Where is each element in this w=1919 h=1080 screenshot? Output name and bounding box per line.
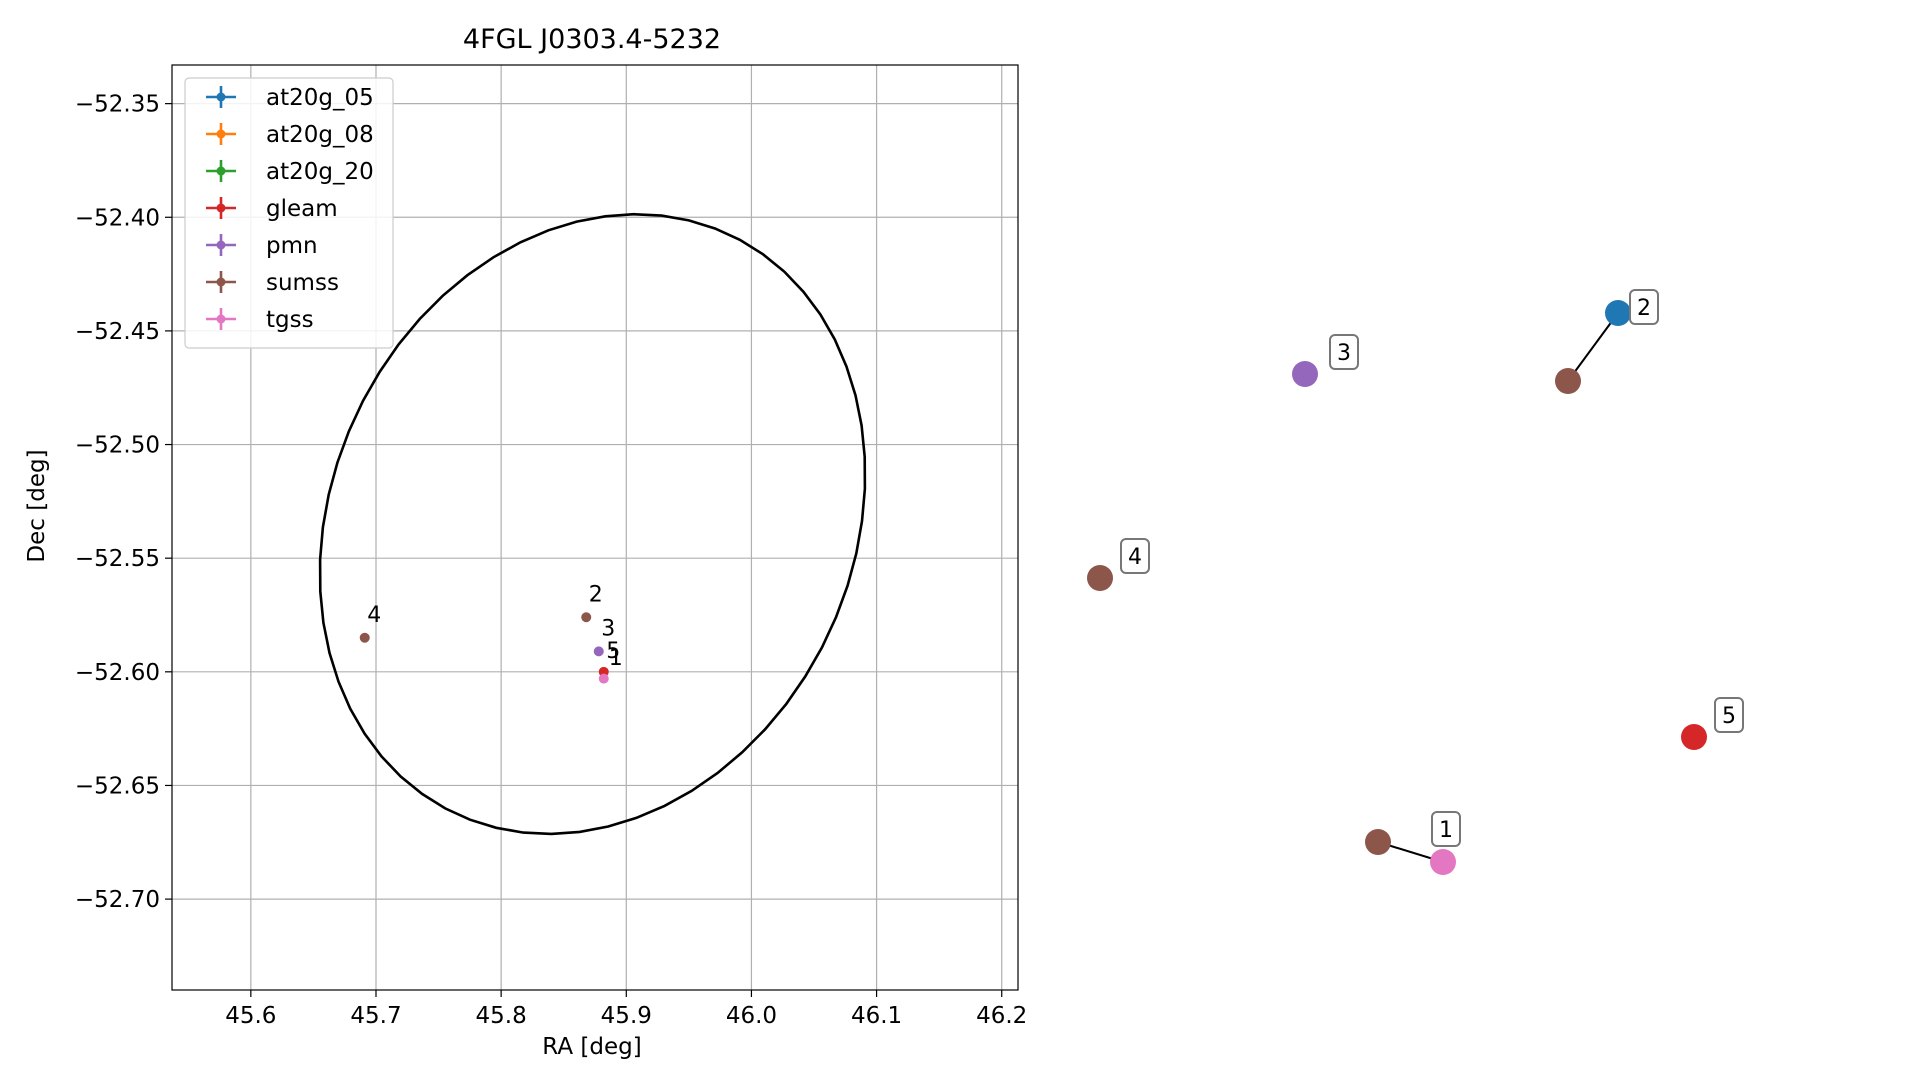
zoom-label-frame (1120, 538, 1150, 574)
source-point-tgss (598, 673, 609, 684)
grid-lines (172, 65, 1018, 990)
y-tick-label: −52.45 (75, 319, 160, 345)
source-point-sumss (581, 612, 592, 623)
zoom-panel: 3 2 4 5 1 (1087, 289, 1744, 875)
zoom-label-frame (1629, 289, 1659, 325)
y-tick-label: −52.60 (75, 660, 160, 686)
zoom-point-gleam (1681, 724, 1707, 750)
zoom-label-text: 4 (1128, 545, 1142, 570)
source-point-pmn (593, 646, 604, 657)
zoom-point-pmn (1292, 361, 1318, 387)
legend-entry-tgss: tgss (206, 307, 314, 333)
zoom-label-frame (1714, 697, 1744, 733)
zoom-connector (1567, 312, 1619, 382)
point-label: 4 (367, 603, 381, 628)
legend-label: pmn (266, 233, 318, 259)
zoom-label-box: 5 (1714, 697, 1744, 733)
legend-entry-pmn: pmn (206, 233, 318, 259)
y-axis-label: Dec [deg] (24, 449, 50, 562)
legend-entry-at20g_08: at20g_08 (206, 122, 374, 148)
source-points (359, 612, 609, 684)
legend-marker-dot (216, 166, 226, 176)
legend-label: sumss (266, 270, 339, 296)
zoom-label-box: 2 (1629, 289, 1659, 325)
y-tick-label: −52.50 (75, 433, 160, 459)
y-axis-ticks: −52.35 −52.40 −52.45 −52.50 −52.55 −52.60 −52.… (75, 92, 172, 913)
legend-label: at20g_08 (266, 122, 374, 148)
x-tick-label: 45.7 (350, 1003, 401, 1029)
main-plot: 2 351 4 45.6 45.7 45.8 45.9 46.0 46.1 46.2 −52.3… (24, 24, 1027, 1060)
x-tick-label: 45.6 (225, 1003, 276, 1029)
legend-marker-dot (216, 314, 226, 324)
uncertainty-ellipse (318, 212, 867, 836)
legend-entry-at20g_20: at20g_20 (206, 159, 374, 185)
legend-entry-gleam: gleam (206, 196, 338, 222)
legend-box (184, 77, 394, 349)
y-tick-label: −52.35 (75, 92, 160, 118)
legend-marker-dot (216, 203, 226, 213)
point-label: 2 (589, 582, 603, 607)
legend-label: tgss (266, 307, 314, 333)
legend-entry-at20g_05: at20g_05 (206, 85, 374, 111)
legend-entry-sumss: sumss (206, 270, 339, 296)
zoom-label-box: 4 (1120, 538, 1150, 574)
x-axis-ticks: 45.6 45.7 45.8 45.9 46.0 46.1 46.2 (225, 990, 1027, 1029)
zoom-point-sumss (1555, 368, 1581, 394)
point-labels: 2 351 4 (367, 582, 623, 671)
legend-marker-dot (216, 92, 226, 102)
y-tick-label: −52.65 (75, 773, 160, 799)
legend-label: gleam (266, 196, 338, 222)
y-tick-label: −52.40 (75, 205, 160, 231)
x-tick-label: 46.2 (976, 1003, 1027, 1029)
zoom-point-sumss (1087, 565, 1113, 591)
legend-label: at20g_20 (266, 159, 374, 185)
point-label: 1 (609, 646, 623, 671)
zoom-label-frame (1431, 811, 1461, 847)
y-tick-label: −52.55 (75, 546, 160, 572)
axes-frame (171, 64, 1019, 991)
x-axis-label: RA [deg] (542, 1034, 641, 1060)
zoom-label-text: 2 (1637, 296, 1651, 321)
legend-marker-dot (216, 240, 226, 250)
legend-marker-dot (216, 277, 226, 287)
zoom-label-box: 1 (1431, 811, 1461, 847)
zoom-label-text: 5 (1722, 704, 1736, 729)
x-tick-label: 45.8 (476, 1003, 527, 1029)
zoom-label-text: 1 (1439, 818, 1453, 843)
y-tick-label: −52.70 (75, 887, 160, 913)
x-tick-label: 46.0 (726, 1003, 777, 1029)
legend-label: at20g_05 (266, 85, 374, 111)
point-label: 5 (606, 639, 620, 664)
uncertainty-ellipse-line (318, 212, 867, 836)
zoom-label-frame (1329, 334, 1359, 370)
x-tick-label: 46.1 (851, 1003, 902, 1029)
zoom-label-text: 3 (1337, 341, 1351, 366)
legend-marker-dot (216, 129, 226, 139)
x-tick-label: 45.9 (601, 1003, 652, 1029)
zoom-point-tgss (1430, 849, 1456, 875)
point-label: 3 (601, 616, 615, 641)
chart-title: 4FGL J0303.4-5232 (463, 24, 721, 55)
zoom-point-sumss (1365, 829, 1391, 855)
zoom-label-box: 3 (1329, 334, 1359, 370)
zoom-point-at20g_05 (1605, 300, 1631, 326)
source-point-sumss (359, 632, 370, 643)
